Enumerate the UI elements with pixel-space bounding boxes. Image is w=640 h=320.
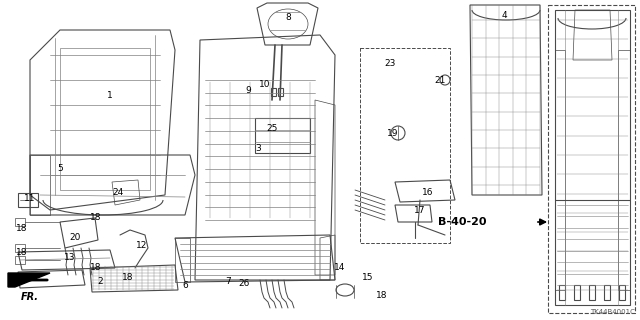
- Text: 12: 12: [136, 241, 148, 250]
- Text: 6: 6: [182, 281, 188, 290]
- Text: 23: 23: [384, 59, 396, 68]
- Text: 1: 1: [107, 91, 113, 100]
- Bar: [271, 88, 276, 96]
- Text: 8: 8: [285, 12, 291, 21]
- Text: 16: 16: [422, 188, 434, 196]
- Text: TK44B4001C: TK44B4001C: [590, 309, 635, 315]
- Bar: [604, 285, 610, 300]
- Text: 11: 11: [24, 194, 36, 203]
- Text: 18: 18: [376, 292, 388, 300]
- Text: 13: 13: [64, 252, 76, 261]
- Text: FR.: FR.: [21, 292, 39, 302]
- Text: 18: 18: [16, 223, 28, 233]
- Bar: [15, 256, 25, 264]
- Text: 15: 15: [362, 274, 374, 283]
- Bar: [360, 48, 450, 243]
- Text: 17: 17: [414, 205, 426, 214]
- Bar: [255, 118, 310, 153]
- Text: 5: 5: [57, 164, 63, 172]
- Bar: [559, 285, 565, 300]
- Text: 4: 4: [501, 11, 507, 20]
- Text: 18: 18: [90, 212, 102, 221]
- Text: 18: 18: [122, 273, 134, 282]
- Bar: [15, 218, 25, 226]
- Text: 10: 10: [259, 79, 271, 89]
- Text: 19: 19: [387, 129, 399, 138]
- Bar: [15, 244, 25, 252]
- Text: 20: 20: [69, 233, 81, 242]
- Text: 3: 3: [255, 143, 261, 153]
- Bar: [278, 88, 283, 96]
- Text: B-40-20: B-40-20: [438, 217, 486, 227]
- Bar: [589, 285, 595, 300]
- Text: 18: 18: [16, 247, 28, 257]
- Polygon shape: [8, 273, 50, 287]
- Text: 24: 24: [113, 188, 124, 196]
- Text: 26: 26: [238, 279, 250, 289]
- Bar: [548, 5, 635, 313]
- Text: 2: 2: [97, 276, 103, 285]
- Bar: [619, 285, 625, 300]
- Text: 21: 21: [435, 76, 445, 84]
- Text: 18: 18: [90, 262, 102, 271]
- Text: 9: 9: [245, 85, 251, 94]
- Text: 14: 14: [334, 263, 346, 273]
- Bar: [18, 193, 38, 207]
- Bar: [574, 285, 580, 300]
- Text: 7: 7: [225, 277, 231, 286]
- Text: 25: 25: [266, 124, 278, 132]
